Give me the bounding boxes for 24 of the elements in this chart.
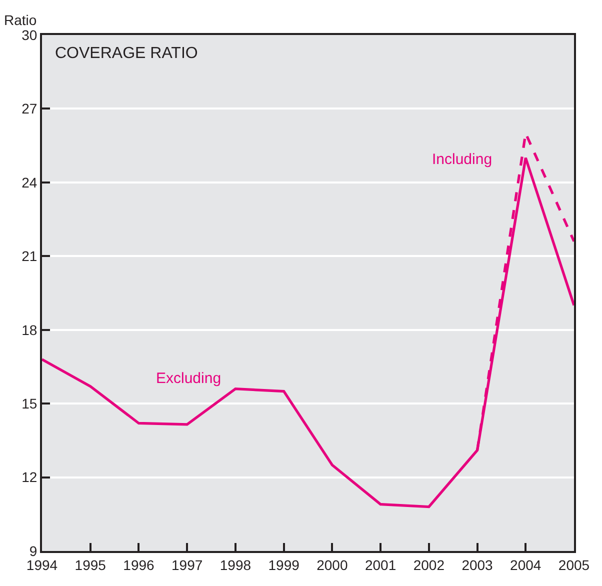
y-tick-label: 30 [22,26,38,43]
y-tick-label: 21 [22,248,38,264]
x-tick-label: 1994 [26,556,58,573]
x-tick-label: 1996 [123,556,155,573]
x-tick-label: 2002 [413,556,445,573]
x-tick-label: 1995 [74,556,106,573]
x-tick-label: 2005 [558,556,590,573]
x-tick-label: 2001 [364,556,396,573]
x-tick-label: 2003 [462,556,494,573]
series-label: Excluding [156,370,222,387]
series-label: Including [432,151,492,168]
y-tick-label: 18 [22,322,38,338]
y-tick-label: 27 [22,100,38,117]
y-tick-label: 24 [22,174,38,190]
x-tick-label: 2000 [316,556,348,573]
y-axis-title: Ratio [4,12,37,28]
y-tick-label: 15 [22,395,38,412]
x-tick-label: 1998 [220,556,252,573]
y-tick-label: 9 [29,542,38,559]
x-tick-label: 1999 [268,556,300,573]
text: COVERAGE RATIO [55,45,198,62]
x-tick-label: 1997 [172,556,203,573]
x-tick-label: 2004 [510,556,542,573]
y-tick-label: 12 [22,469,38,486]
